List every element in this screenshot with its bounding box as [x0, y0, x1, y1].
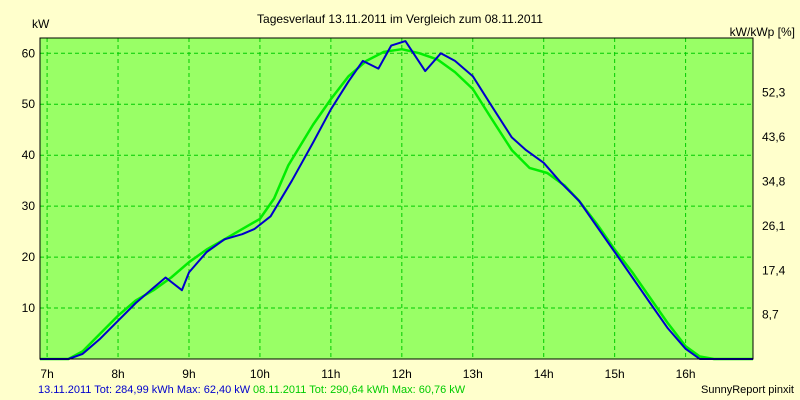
x-tick-label: 8h: [111, 367, 124, 381]
y-tick-label-right: 34,8: [762, 175, 786, 189]
x-tick-label: 13h: [463, 367, 483, 381]
x-tick-label: 9h: [182, 367, 195, 381]
plot-border: [39, 37, 754, 360]
series-line-08.11.2011: [40, 47, 753, 361]
y-tick-label-right: 8,7: [762, 308, 779, 322]
y-tick-label-left: 50: [22, 97, 36, 111]
footer-credit: SunnyReport pinxit: [701, 384, 794, 396]
chart-title: Tagesverlauf 13.11.2011 im Vergleich zum…: [257, 12, 543, 26]
y-tick-label-right: 52,3: [762, 86, 786, 100]
x-tick-label: 16h: [676, 367, 696, 381]
series-layer: [40, 40, 753, 361]
x-tick-label: 7h: [40, 367, 53, 381]
y-tick-label-right: 26,1: [762, 219, 786, 233]
tick-layer: 7h 8h 9h 10h 11h 12h 13h 14h 15h 16h 10 20 30 40 50 60 8…: [22, 46, 786, 381]
y-tick-label-left: 20: [22, 250, 36, 264]
y-axis-label-right: kW/kWp [%]: [730, 25, 795, 39]
series-line-13.11.2011: [40, 40, 753, 360]
y-axis-label-left: kW: [32, 17, 50, 31]
grid-layer: [40, 38, 753, 359]
x-tick-label: 12h: [392, 367, 412, 381]
y-tick-label-left: 30: [22, 199, 36, 213]
x-tick-label: 14h: [534, 367, 554, 381]
y-tick-label-left: 10: [22, 301, 36, 315]
footer-series-1-summary: 13.11.2011 Tot: 284,99 kWh Max: 62,40 kW: [38, 384, 251, 396]
y-tick-label-right: 43,6: [762, 130, 786, 144]
footer-series-2-summary: 08.11.2011 Tot: 290,64 kWh Max: 60,76 kW: [253, 384, 466, 396]
x-tick-label: 11h: [321, 367, 340, 381]
x-tick-label: 10h: [250, 367, 270, 381]
y-tick-label-right: 17,4: [762, 263, 786, 277]
y-tick-label-left: 60: [22, 46, 36, 60]
y-tick-label-left: 40: [22, 148, 36, 162]
plot-area: [40, 38, 753, 359]
x-tick-label: 15h: [605, 367, 625, 381]
